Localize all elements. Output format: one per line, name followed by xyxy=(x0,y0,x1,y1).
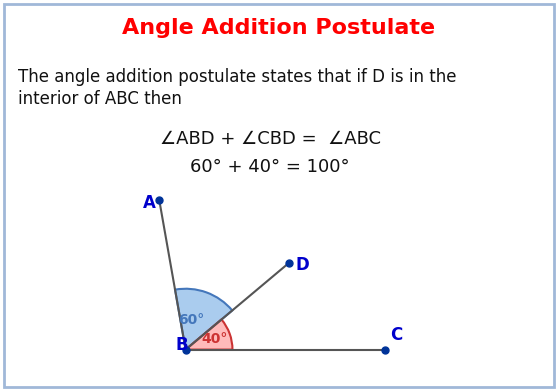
Text: The angle addition postulate states that if D is in the: The angle addition postulate states that… xyxy=(18,68,456,86)
Text: 60°: 60° xyxy=(179,313,205,327)
Text: 40°: 40° xyxy=(201,332,228,346)
Wedge shape xyxy=(186,319,233,350)
Text: 60° + 40° = 100°: 60° + 40° = 100° xyxy=(190,158,350,176)
Text: B: B xyxy=(176,335,189,353)
Wedge shape xyxy=(175,289,232,350)
Text: Angle Addition Postulate: Angle Addition Postulate xyxy=(122,18,436,38)
Text: interior of ABC then: interior of ABC then xyxy=(18,90,182,108)
Text: A: A xyxy=(143,194,156,212)
Text: ∠ABD + ∠CBD =  ∠ABC: ∠ABD + ∠CBD = ∠ABC xyxy=(160,130,381,148)
Text: C: C xyxy=(391,326,403,344)
Text: D: D xyxy=(296,256,310,274)
